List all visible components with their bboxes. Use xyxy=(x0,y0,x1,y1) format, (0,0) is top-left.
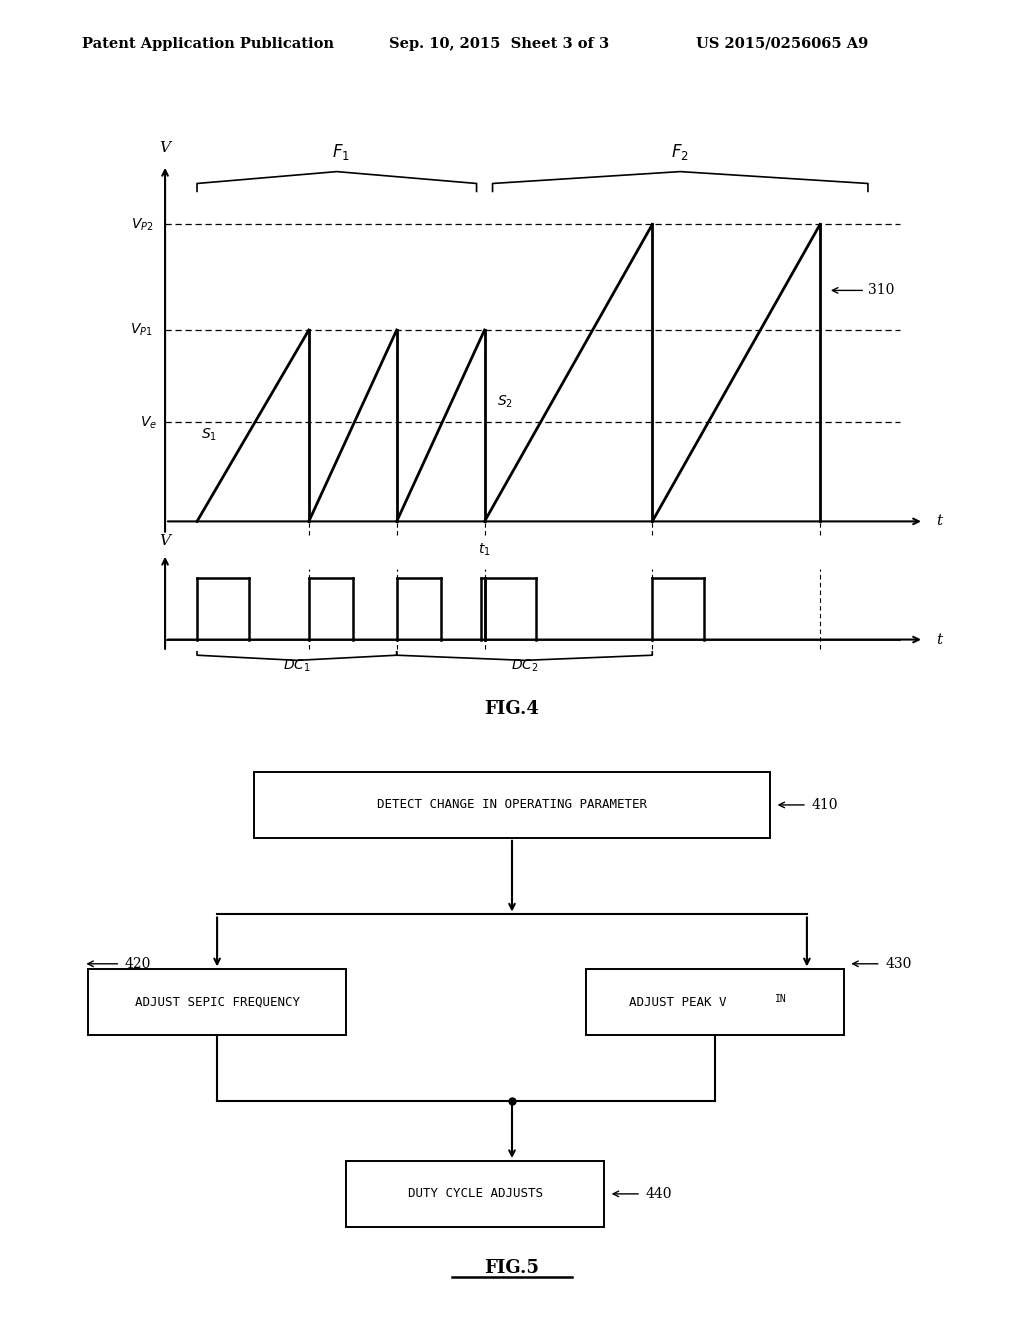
Text: ADJUST PEAK V: ADJUST PEAK V xyxy=(629,995,727,1008)
Text: V: V xyxy=(160,533,171,548)
Text: t: t xyxy=(936,515,942,528)
Text: FIG.5: FIG.5 xyxy=(484,1259,540,1276)
Text: DETECT CHANGE IN OPERATING PARAMETER: DETECT CHANGE IN OPERATING PARAMETER xyxy=(377,799,647,812)
Text: 430: 430 xyxy=(885,957,911,970)
FancyBboxPatch shape xyxy=(346,1162,604,1226)
Text: $V_{P2}$: $V_{P2}$ xyxy=(130,216,154,232)
FancyBboxPatch shape xyxy=(586,969,844,1035)
Text: Sep. 10, 2015  Sheet 3 of 3: Sep. 10, 2015 Sheet 3 of 3 xyxy=(389,37,609,51)
Text: US 2015/0256065 A9: US 2015/0256065 A9 xyxy=(696,37,868,51)
Text: $F_2$: $F_2$ xyxy=(672,141,689,162)
Text: FIG.4: FIG.4 xyxy=(484,700,540,718)
Text: $S_1$: $S_1$ xyxy=(201,426,217,444)
Text: $V_{P1}$: $V_{P1}$ xyxy=(130,322,154,338)
Text: DUTY CYCLE ADJUSTS: DUTY CYCLE ADJUSTS xyxy=(408,1188,543,1200)
Text: t: t xyxy=(936,632,942,647)
Text: 310: 310 xyxy=(833,284,894,297)
FancyBboxPatch shape xyxy=(254,772,770,838)
Text: $DC_2$: $DC_2$ xyxy=(511,657,539,675)
FancyBboxPatch shape xyxy=(88,969,346,1035)
Text: $F_1$: $F_1$ xyxy=(332,141,350,162)
Text: ADJUST SEPIC FREQUENCY: ADJUST SEPIC FREQUENCY xyxy=(134,995,300,1008)
Text: 440: 440 xyxy=(646,1187,672,1201)
Text: $DC_1$: $DC_1$ xyxy=(283,657,310,675)
Text: $t_1$: $t_1$ xyxy=(478,541,490,557)
Text: 420: 420 xyxy=(125,957,152,970)
Text: $V_e$: $V_e$ xyxy=(140,414,157,430)
Text: V: V xyxy=(160,141,171,154)
Text: $S_2$: $S_2$ xyxy=(497,393,513,411)
Text: IN: IN xyxy=(775,994,787,1003)
Text: Patent Application Publication: Patent Application Publication xyxy=(82,37,334,51)
Text: 410: 410 xyxy=(812,797,838,812)
